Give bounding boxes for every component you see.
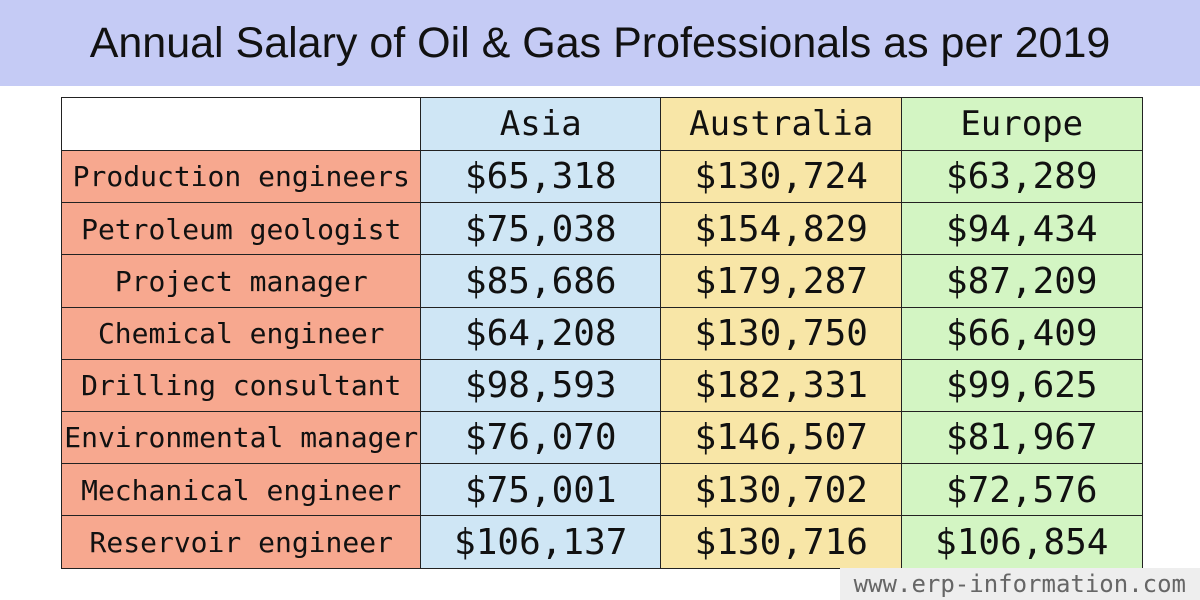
salary-value: $130,750	[660, 306, 903, 361]
row-label: Environmental manager	[61, 411, 422, 465]
row-label: Drilling consultant	[61, 358, 422, 413]
row-label: Production engineers	[61, 150, 422, 204]
salary-value: $72,576	[901, 463, 1143, 517]
salary-value: $130,716	[660, 515, 903, 570]
salary-value: $154,829	[660, 202, 903, 256]
header-blank	[61, 97, 422, 152]
title-bar: Annual Salary of Oil & Gas Professionals…	[0, 0, 1200, 86]
column-header: Australia	[660, 97, 903, 152]
salary-value: $130,702	[660, 463, 903, 517]
salary-value: $76,070	[420, 411, 662, 465]
salary-value: $85,686	[420, 254, 662, 309]
salary-value: $81,967	[901, 411, 1143, 465]
salary-value: $63,289	[901, 150, 1143, 204]
salary-value: $66,409	[901, 306, 1143, 361]
salary-value: $65,318	[420, 150, 662, 204]
column-header: Asia	[420, 97, 662, 152]
row-label: Reservoir engineer	[61, 515, 422, 570]
row-label: Petroleum geologist	[61, 202, 422, 256]
salary-value: $64,208	[420, 306, 662, 361]
column-header: Europe	[901, 97, 1143, 152]
salary-value: $75,001	[420, 463, 662, 517]
salary-value: $94,434	[901, 202, 1143, 256]
salary-value: $130,724	[660, 150, 903, 204]
salary-value: $106,854	[901, 515, 1143, 570]
footer: www.erp-information.com	[839, 568, 1200, 600]
title: Annual Salary of Oil & Gas Professionals…	[89, 18, 1111, 67]
salary-value: $182,331	[660, 358, 903, 413]
salary-value: $87,209	[901, 254, 1143, 309]
row-label: Project manager	[61, 254, 422, 309]
salary-value: $106,137	[420, 515, 662, 570]
salary-value: $75,038	[420, 202, 662, 256]
salary-value: $98,593	[420, 358, 662, 413]
row-label: Chemical engineer	[61, 306, 422, 361]
salary-value: $146,507	[660, 411, 903, 465]
row-label: Mechanical engineer	[61, 463, 422, 517]
salary-value: $99,625	[901, 358, 1143, 413]
salary-value: $179,287	[660, 254, 903, 309]
